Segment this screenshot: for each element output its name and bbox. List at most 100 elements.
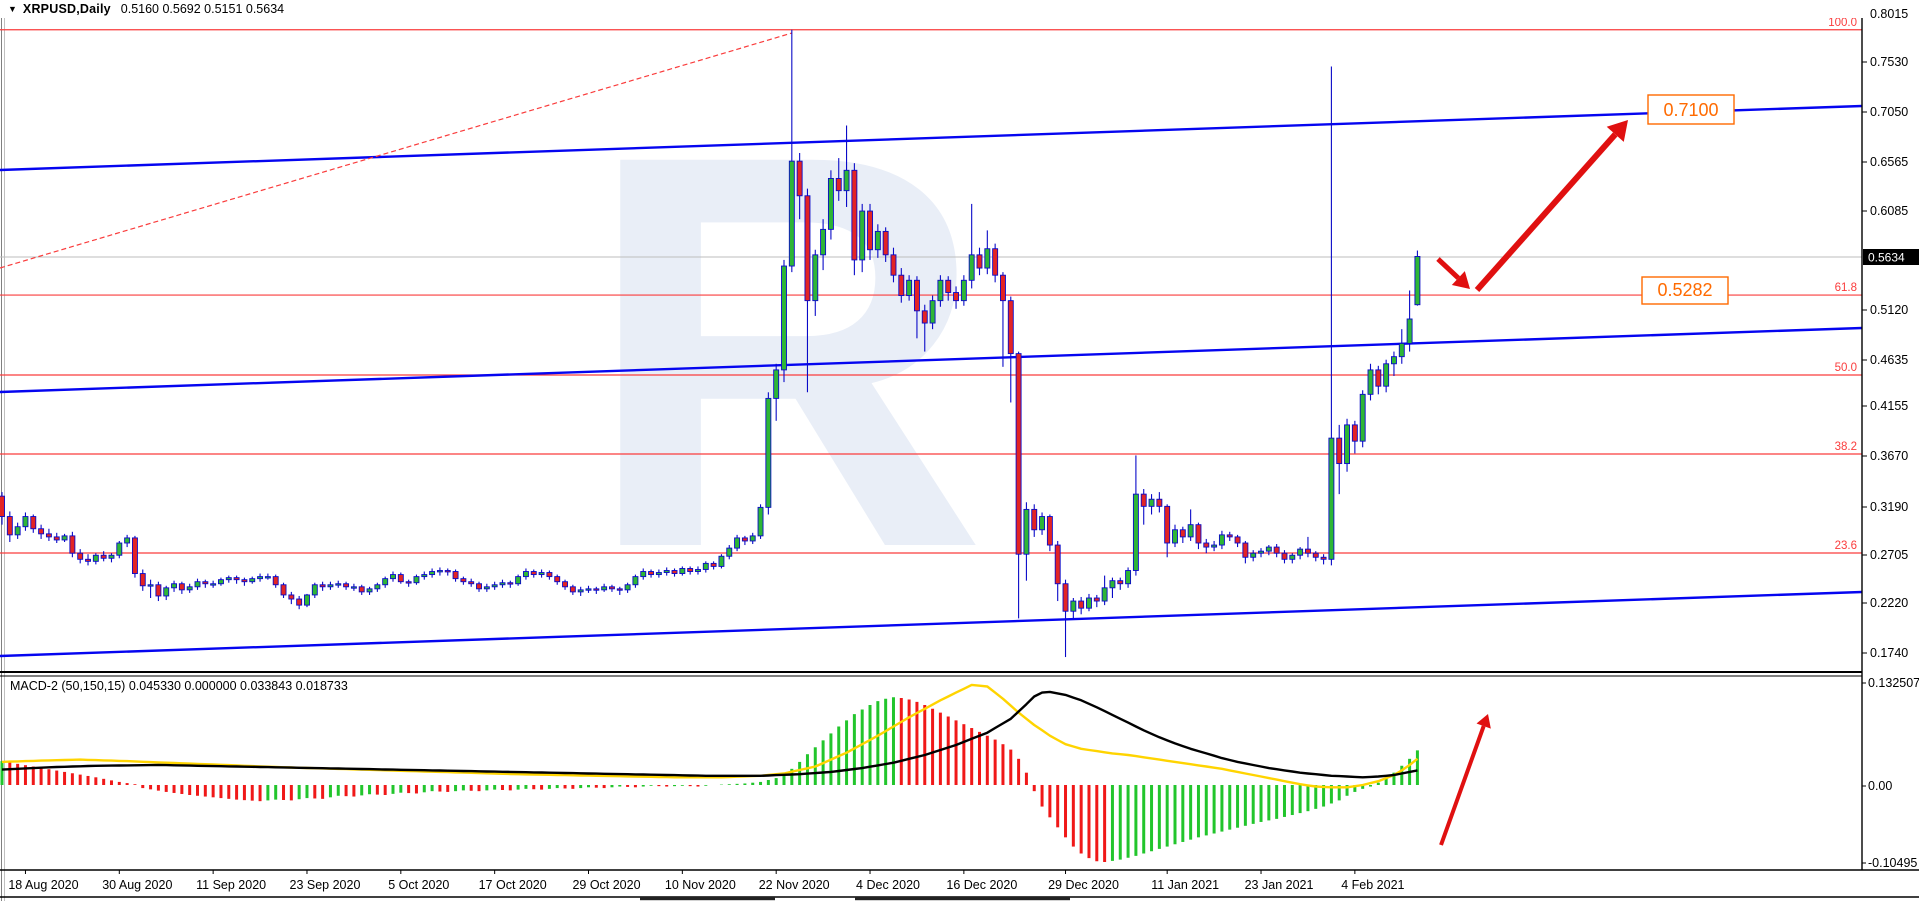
price-axis[interactable]: 0.8015 0.7530 0.7050 0.6565 0.6085 0.5120 0.46… [1862,7,1919,870]
bottom-dark-bar [855,897,1070,901]
price-axis-label: 0.4155 [1870,399,1908,413]
price-axis-label: 0.3670 [1870,449,1908,463]
candle-body [1398,342,1405,358]
candle-body [1078,600,1085,609]
candle-body [843,169,850,192]
candle-body [718,555,725,567]
candle-body [319,584,326,588]
candle-body [515,576,522,585]
candle-body [1383,363,1390,387]
candle-body [210,583,217,586]
candle-body [147,584,154,587]
candle-body [1406,318,1413,344]
price-target-box [1641,276,1729,305]
collapse-triangle-icon[interactable]: ▼ [8,4,17,14]
date-label: 4 Dec 2020 [856,878,920,892]
candle-body [820,228,827,256]
pullback-arrow-head [1451,271,1470,289]
date-label: 16 Dec 2020 [946,878,1017,892]
candle-body [1039,516,1046,531]
candle-body [874,230,881,251]
candle-body [1172,529,1178,544]
candle-body [460,578,467,583]
candle-body [1328,437,1335,560]
macd-axis-label: 0.00 [1868,779,1892,793]
macd-panel[interactable] [0,683,1419,862]
candle-body [577,589,584,593]
bottom-dark-bar [640,897,775,901]
candle-body [1015,353,1022,555]
price-target-0.5282[interactable]: 0.5282 [1641,276,1729,305]
candle-body [671,570,678,575]
date-label: 4 Feb 2021 [1341,878,1404,892]
candle-body [1007,300,1014,355]
candle-body [1148,498,1155,507]
price-axis-label: 0.2705 [1870,548,1908,562]
candle-body [1156,498,1163,507]
pullback-arrow [1436,257,1461,280]
candle-body [22,516,29,528]
time-axis[interactable]: 18 Aug 2020 30 Aug 2020 11 Sep 2020 23 Sep … [8,870,1405,892]
candle-body [397,574,404,583]
candle-body [1336,437,1343,465]
symbol-title: XRPUSD,Daily [22,2,111,16]
candle-body [311,584,318,596]
candle-body [1250,552,1257,558]
candle-body [851,169,858,261]
candle-body [781,265,787,371]
candle-body [1164,505,1171,544]
price-target-text: 0.7100 [1663,100,1718,120]
candle-body [1070,600,1077,612]
date-label: 17 Oct 2020 [479,878,547,892]
candle-body [69,535,76,554]
candle-body [1086,597,1092,609]
macd-main-line [1,683,1419,789]
candle-body [976,254,983,269]
date-label: 22 Nov 2020 [759,878,830,892]
date-label: 29 Dec 2020 [1048,878,1119,892]
window-left-border [1,0,2,901]
candle-body [131,537,138,575]
candle-body [937,279,944,302]
channel-top-trendline[interactable] [0,104,1862,172]
price-axis-label: 0.7530 [1870,55,1908,69]
candle-body [953,292,959,302]
candle-body [358,586,365,593]
candle-body [382,578,389,586]
channel-bottom-trendline[interactable] [0,590,1862,658]
fib-label-38.2: 38.2 [1835,441,1857,453]
candle-body [663,570,670,573]
candle-body [726,547,733,557]
candle-body [679,568,686,575]
price-target-0.7100[interactable]: 0.7100 [1647,94,1735,125]
candle-body [1054,544,1061,585]
channel-middle-trendline[interactable] [0,326,1862,394]
candle-body [749,535,756,542]
candle-body [1031,508,1038,531]
candle-body [38,528,45,535]
candle-body [929,300,936,324]
price-axis-label: 0.6565 [1870,155,1908,169]
candle-body [530,571,537,576]
candle-body [624,584,631,591]
candle-body [890,254,897,276]
candle-body [593,588,600,591]
candle-body [1062,583,1069,612]
candle-body [280,584,287,596]
date-label: 23 Sep 2020 [290,878,361,892]
price-axis-label: 0.2220 [1870,596,1908,610]
dashed-trendline[interactable] [0,32,793,269]
candle-body [452,571,459,580]
fib-label-61.8: 61.8 [1835,282,1857,294]
candle-body [491,584,498,588]
candle-body [366,588,373,593]
candle-body [569,586,576,593]
candle-body [1023,508,1030,555]
candle-body [640,571,647,578]
candle-body [178,583,185,591]
candle-body [609,586,615,590]
candle-body [202,581,209,585]
